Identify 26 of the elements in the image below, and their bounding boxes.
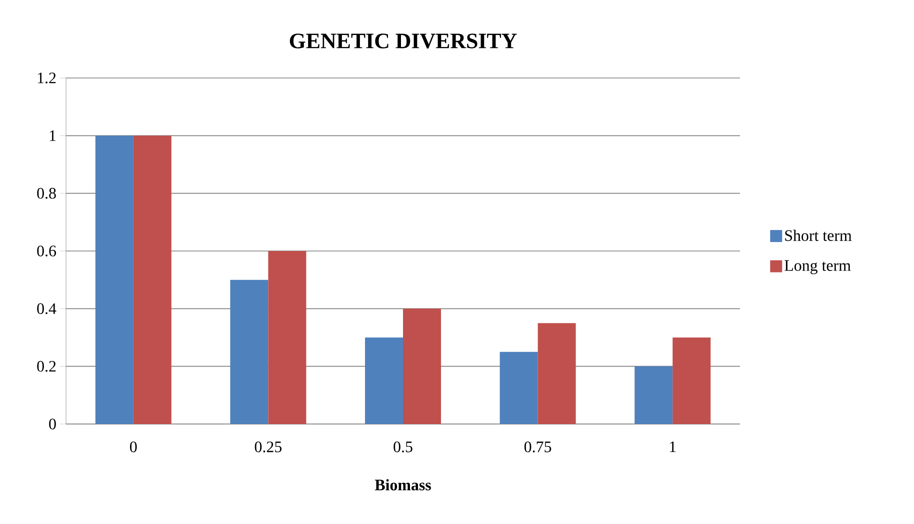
x-tick-label: 0.25 xyxy=(254,442,282,452)
y-tick-label: 0.6 xyxy=(37,246,56,256)
bar xyxy=(95,136,134,424)
y-tick-label: 1 xyxy=(50,130,56,141)
bar xyxy=(500,352,538,424)
x-axis-title: Biomass xyxy=(374,479,431,490)
legend-label: Short term xyxy=(785,230,852,241)
x-tick-label: 0.75 xyxy=(524,442,552,452)
legend-label: Long term xyxy=(784,260,851,274)
x-tick-label: 1 xyxy=(670,442,676,452)
y-tick-label: 1.2 xyxy=(38,72,56,84)
x-tick-label: 0 xyxy=(130,442,137,452)
bar xyxy=(133,136,172,424)
bar xyxy=(230,280,268,424)
bar xyxy=(268,250,306,424)
y-tick-label: 0 xyxy=(49,418,56,430)
y-tick-label: 0.4 xyxy=(37,303,56,314)
bar xyxy=(403,308,441,424)
bar xyxy=(634,366,673,424)
bar xyxy=(365,338,403,424)
x-tick-label: 0.5 xyxy=(394,442,412,452)
bar xyxy=(672,338,711,424)
y-tick-label: 0.2 xyxy=(37,360,56,372)
y-tick-label: 0.8 xyxy=(37,188,56,199)
chart-title: GENETIC DIVERSITY xyxy=(290,34,517,48)
bar xyxy=(538,323,576,424)
